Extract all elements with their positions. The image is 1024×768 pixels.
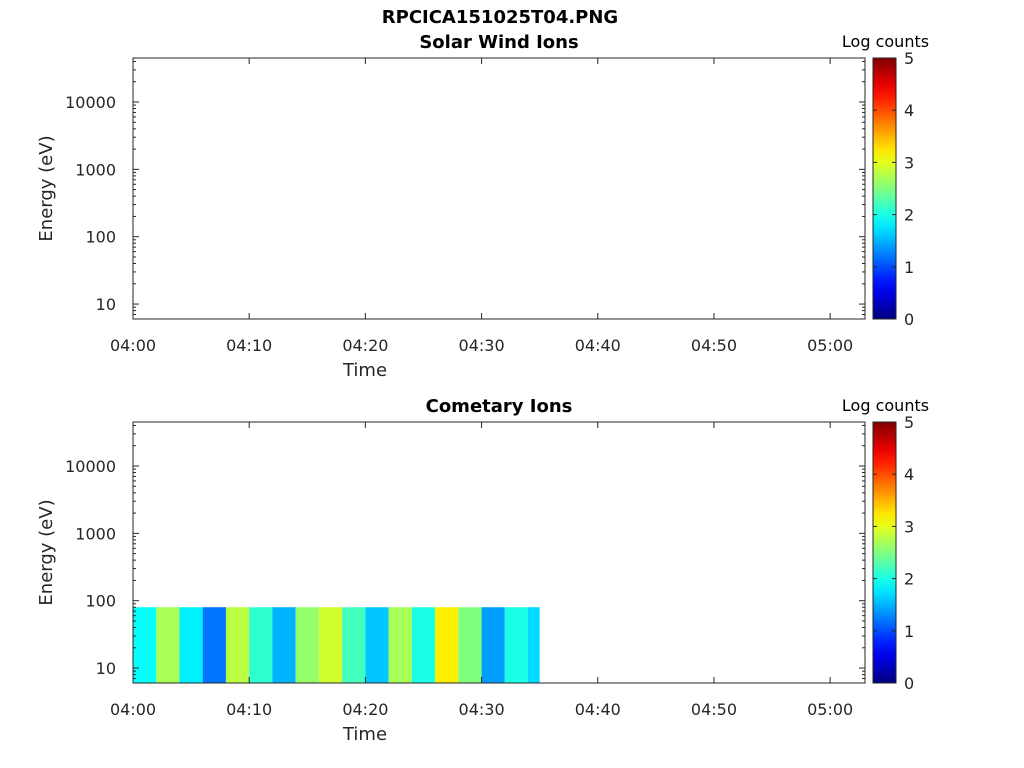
plot-frame (132, 57, 866, 320)
figure-title: RPCICA151025T04.PNG (381, 7, 619, 28)
y-tick-label: 1000 (75, 160, 116, 179)
x-tick-label: 04:00 (110, 336, 156, 355)
x-tick-label: 04:30 (459, 336, 505, 355)
y-axis-label: Energy (eV) (36, 135, 57, 241)
y-tick-label: 100 (85, 228, 116, 247)
colorbar-tick-label: 3 (904, 153, 914, 172)
panel-title: Solar Wind Ions (419, 32, 578, 53)
colorbar (872, 57, 897, 320)
x-axis-label: Time (342, 360, 387, 381)
y-tick-label: 10 (96, 295, 116, 314)
y-tick-label: 10000 (65, 93, 116, 112)
colorbar-tick-label: 4 (904, 101, 914, 120)
colorbar-tick-label: 2 (904, 206, 914, 225)
x-tick-label: 04:20 (342, 336, 388, 355)
x-tick-label: 04:50 (691, 336, 737, 355)
colorbar-label: Log counts (842, 32, 929, 51)
x-tick-label: 04:10 (226, 336, 272, 355)
x-tick-label: 04:40 (575, 336, 621, 355)
colorbar-tick-label: 5 (904, 49, 914, 68)
x-tick-label: 05:00 (807, 336, 853, 355)
colorbar-tick-label: 0 (904, 310, 914, 329)
colorbar-tick-label: 1 (904, 258, 914, 277)
